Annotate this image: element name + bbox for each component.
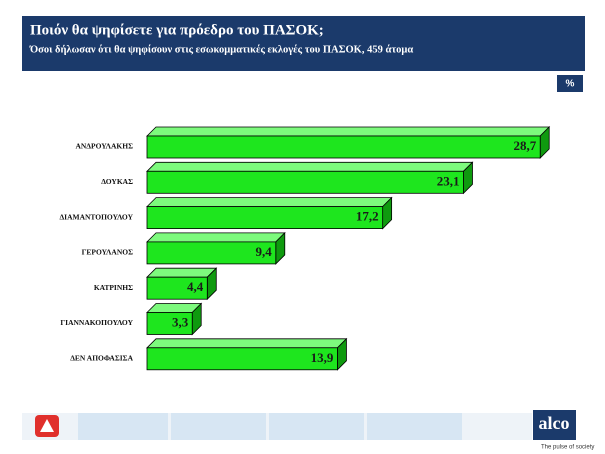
- value-label: 13,9: [311, 350, 334, 365]
- bar: [146, 170, 464, 194]
- bar: [146, 241, 277, 265]
- category-label: ΔΟΥΚΑΣ: [101, 177, 133, 186]
- bar-top: [146, 197, 393, 207]
- bar-top: [146, 232, 286, 243]
- bar-top: [146, 126, 551, 137]
- unit-badge: [557, 75, 583, 92]
- category-label: ΔΙΑΜΑΝΤΟΠΟΥΛΟΥ: [59, 212, 133, 221]
- footer-box: [269, 413, 364, 440]
- footer-box: [171, 413, 266, 440]
- category-label: ΔΕΝ ΑΠΟΦΑΣΙΣΑ: [70, 354, 133, 363]
- bar: [146, 276, 208, 300]
- brand: alco: [539, 413, 570, 433]
- value-label: 4,4: [187, 279, 204, 294]
- footer-box: [367, 413, 462, 440]
- footer-box: [78, 413, 168, 440]
- bar: [146, 347, 338, 371]
- category-label: ΓΕΡΟΥΛΑΝΟΣ: [82, 248, 133, 257]
- bar-top: [146, 338, 348, 349]
- brand-box: [533, 410, 576, 440]
- chart-subtitle: Όσοι δήλωσαν ότι θα ψηφίσουν στις εσωκομ…: [29, 43, 413, 55]
- bar: [146, 135, 541, 159]
- value-label: 3,3: [172, 314, 189, 329]
- category-label: ΓΙΑΝΝΑΚΟΠΟΥΛΟΥ: [60, 318, 133, 327]
- value-label: 9,4: [256, 244, 273, 259]
- header-band: [22, 16, 585, 71]
- bar: [146, 312, 193, 335]
- tagline: The pulse of society: [541, 445, 594, 451]
- chart-title: Ποιόν θα ψηφίσετε για πρόεδρο του ΠΑΣΟΚ;: [30, 22, 324, 38]
- unit-label: %: [566, 79, 575, 90]
- bar-top: [146, 161, 474, 172]
- category-label: ΑΝΔΡΟΥΛΑΚΗΣ: [75, 142, 133, 151]
- bar: [146, 206, 384, 230]
- bar-top: [146, 267, 218, 278]
- value-label: 17,2: [356, 209, 379, 224]
- value-label: 23,1: [437, 173, 460, 188]
- logo-mark: [40, 419, 54, 432]
- value-label: 28,7: [513, 138, 536, 153]
- category-label: ΚΑΤΡΙΝΗΣ: [94, 283, 133, 292]
